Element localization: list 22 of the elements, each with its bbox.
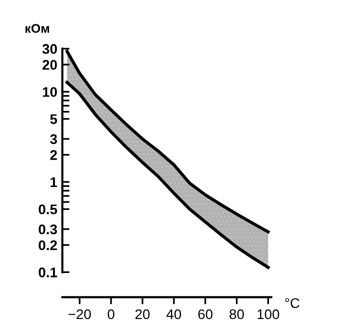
y-tick-label: 0.3: [38, 224, 57, 234]
y-tick-label: 0.2: [38, 240, 57, 250]
x-tick-label: 40: [166, 309, 182, 320]
x-tick-label: 0: [108, 309, 114, 320]
y-tick-label: 30: [42, 44, 57, 54]
y-tick-label: 1: [50, 177, 58, 187]
line-series: [66, 80, 270, 269]
x-tick-label: 80: [230, 309, 244, 320]
x-axis-title: °C: [285, 298, 300, 308]
y-axis-title: кОм: [26, 24, 50, 33]
y-tick-label: 0.1: [38, 267, 58, 278]
x-tick-label: 20: [135, 309, 150, 320]
y-tick-label: 0.5: [38, 204, 58, 214]
y-tick-label: 20: [42, 60, 57, 70]
x-tick-label: 60: [198, 309, 212, 320]
line-series: [66, 50, 270, 234]
y-tick-label: 3: [50, 134, 57, 144]
x-tick-label: −20: [68, 309, 91, 320]
y-tick-label: 2: [50, 150, 57, 160]
y-tick-label: 10: [42, 87, 57, 97]
y-tick-label: 5: [50, 114, 58, 124]
x-tick-label: 100: [258, 309, 280, 320]
